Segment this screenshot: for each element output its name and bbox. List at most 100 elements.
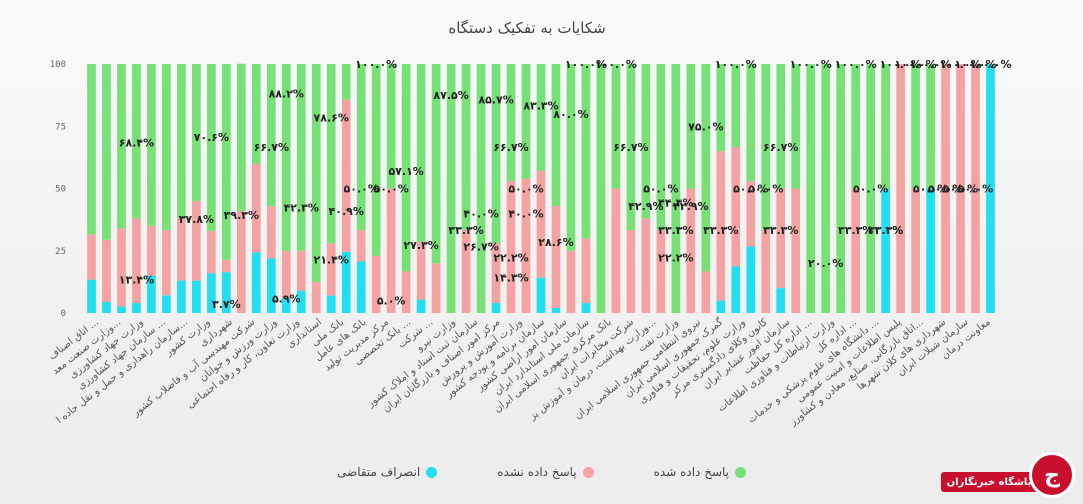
bar-segment-unanswered[interactable]	[341, 99, 351, 252]
bar-segment-unanswered[interactable]	[566, 250, 576, 313]
bar-segment-answered[interactable]	[431, 64, 441, 264]
bar-segment-answered[interactable]	[686, 64, 696, 189]
bar-segment-withdrawn[interactable]	[281, 298, 291, 313]
bar-segment-withdrawn[interactable]	[341, 251, 351, 313]
bar-segment-unanswered[interactable]	[641, 218, 651, 313]
bar-segment-unanswered[interactable]	[222, 259, 231, 273]
bar-segment-answered[interactable]	[281, 64, 291, 251]
bar-segment-unanswered[interactable]	[956, 64, 965, 313]
bar-segment-withdrawn[interactable]	[147, 275, 156, 313]
bar-segment-withdrawn[interactable]	[716, 300, 726, 313]
bar-segment-answered[interactable]	[641, 64, 651, 219]
bar-segment-unanswered[interactable]	[326, 243, 336, 296]
bar-segment-answered[interactable]	[236, 63, 246, 211]
bar-segment-answered[interactable]	[911, 64, 920, 189]
bar-segment-withdrawn[interactable]	[102, 302, 111, 313]
bar-segment-unanswered[interactable]	[911, 188, 920, 314]
bar-segment-answered[interactable]	[162, 64, 171, 231]
bar-segment-unanswered[interactable]	[177, 218, 186, 281]
bar-segment-unanswered[interactable]	[506, 181, 516, 313]
bar-segment-unanswered[interactable]	[626, 230, 636, 313]
bar-segment-unanswered[interactable]	[686, 188, 696, 314]
bar-segment-withdrawn[interactable]	[986, 64, 995, 313]
bar-segment-unanswered[interactable]	[401, 271, 411, 313]
bar-segment-unanswered[interactable]	[701, 271, 711, 313]
bar-segment-answered[interactable]	[596, 64, 606, 313]
bar-segment-withdrawn[interactable]	[581, 303, 591, 313]
bar-segment-answered[interactable]	[851, 64, 860, 189]
bar-segment-answered[interactable]	[836, 64, 846, 313]
bar-segment-unanswered[interactable]	[941, 64, 950, 313]
bar-segment-answered[interactable]	[446, 64, 456, 313]
bar-segment-withdrawn[interactable]	[87, 279, 96, 313]
bar-segment-answered[interactable]	[117, 64, 126, 229]
bar-segment-answered[interactable]	[701, 64, 711, 272]
bar-segment-withdrawn[interactable]	[326, 295, 336, 313]
bar-segment-withdrawn[interactable]	[177, 280, 186, 313]
bar-segment-answered[interactable]	[326, 64, 336, 244]
bar-segment-withdrawn[interactable]	[266, 258, 276, 313]
legend-item-withdrawn[interactable]: انصراف متقاضی	[337, 465, 438, 479]
legend-item-answered[interactable]: پاسخ داده شده	[654, 465, 747, 479]
bar-segment-withdrawn[interactable]	[222, 272, 231, 313]
bar-segment-answered[interactable]	[551, 64, 561, 206]
bar-segment-answered[interactable]	[401, 64, 411, 272]
bar-segment-answered[interactable]	[671, 64, 681, 313]
bar-segment-unanswered[interactable]	[461, 230, 471, 313]
bar-segment-unanswered[interactable]	[132, 218, 141, 304]
bar-segment-unanswered[interactable]	[491, 243, 501, 304]
bar-segment-answered[interactable]	[476, 64, 486, 313]
bar-segment-unanswered[interactable]	[147, 225, 156, 276]
bar-segment-unanswered[interactable]	[117, 228, 126, 307]
bar-segment-unanswered[interactable]	[431, 263, 441, 313]
bar-segment-answered[interactable]	[296, 64, 306, 251]
bar-segment-unanswered[interactable]	[551, 205, 561, 309]
bar-segment-unanswered[interactable]	[716, 151, 726, 301]
bar-segment-unanswered[interactable]	[356, 230, 366, 262]
bar-segment-answered[interactable]	[866, 64, 875, 313]
bar-segment-unanswered[interactable]	[851, 188, 860, 314]
bar-segment-answered[interactable]	[881, 64, 890, 189]
bar-segment-withdrawn[interactable]	[491, 303, 501, 313]
bar-segment-withdrawn[interactable]	[551, 308, 561, 313]
bar-segment-unanswered[interactable]	[162, 230, 171, 296]
bar-segment-answered[interactable]	[311, 64, 321, 282]
bar-segment-answered[interactable]	[341, 64, 351, 100]
bar-segment-unanswered[interactable]	[371, 255, 381, 313]
bar-segment-unanswered[interactable]	[896, 64, 905, 313]
bar-segment-withdrawn[interactable]	[251, 252, 261, 313]
bar-segment-unanswered[interactable]	[251, 163, 261, 253]
bar-segment-answered[interactable]	[177, 64, 186, 219]
bar-segment-answered[interactable]	[222, 64, 231, 260]
bar-segment-answered[interactable]	[746, 64, 756, 182]
bar-segment-unanswered[interactable]	[311, 281, 321, 314]
bar-segment-unanswered[interactable]	[611, 188, 621, 314]
bar-segment-unanswered[interactable]	[102, 239, 111, 303]
bar-segment-unanswered[interactable]	[281, 250, 291, 299]
bar-segment-withdrawn[interactable]	[192, 280, 201, 313]
bar-segment-answered[interactable]	[356, 64, 366, 231]
bar-segment-answered[interactable]	[521, 64, 531, 179]
bar-segment-withdrawn[interactable]	[117, 306, 126, 313]
bar-segment-answered[interactable]	[506, 64, 516, 182]
bar-segment-withdrawn[interactable]	[731, 266, 741, 313]
bar-segment-unanswered[interactable]	[536, 170, 546, 278]
bar-segment-unanswered[interactable]	[207, 230, 216, 274]
bar-segment-answered[interactable]	[761, 64, 771, 231]
bar-segment-answered[interactable]	[251, 64, 261, 164]
bar-segment-unanswered[interactable]	[87, 234, 96, 280]
bar-segment-answered[interactable]	[806, 64, 816, 313]
bar-segment-withdrawn[interactable]	[132, 303, 141, 313]
bar-segment-answered[interactable]	[581, 64, 591, 239]
bar-segment-withdrawn[interactable]	[416, 299, 426, 313]
bar-segment-unanswered[interactable]	[731, 146, 741, 267]
bar-segment-unanswered[interactable]	[386, 188, 396, 314]
bar-segment-withdrawn[interactable]	[356, 261, 366, 313]
bar-segment-answered[interactable]	[731, 64, 741, 147]
bar-segment-answered[interactable]	[102, 64, 111, 240]
bar-segment-answered[interactable]	[536, 64, 546, 171]
bar-segment-withdrawn[interactable]	[162, 295, 171, 313]
bar-segment-withdrawn[interactable]	[881, 188, 890, 314]
bar-segment-answered[interactable]	[926, 64, 935, 189]
bar-segment-unanswered[interactable]	[581, 238, 591, 304]
